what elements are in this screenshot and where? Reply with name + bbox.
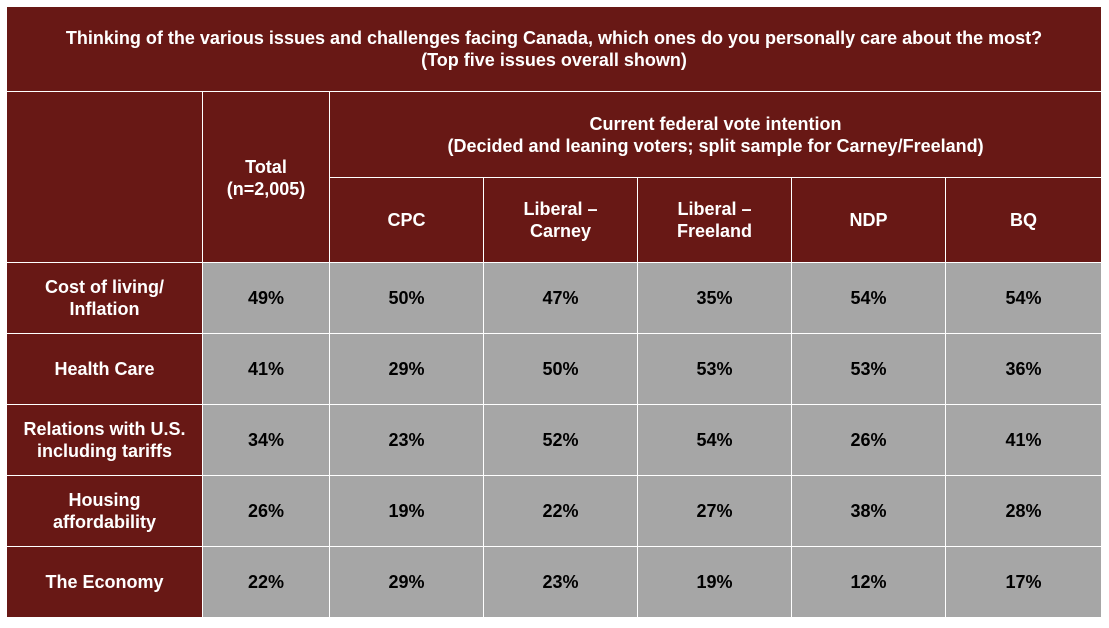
column-header-line-1: NDP — [849, 210, 888, 230]
value-cell: 50% — [329, 262, 484, 334]
value-cell: 17% — [944, 546, 1103, 618]
total-header: Total (n=2,005) — [202, 91, 330, 263]
row-label-line-2: Inflation — [69, 299, 140, 319]
value-cell: 52% — [483, 404, 638, 476]
row-label: Cost of living/Inflation — [6, 262, 203, 334]
column-header-line-1: BQ — [1010, 210, 1038, 230]
total-value-cell: 26% — [202, 475, 330, 547]
total-value-cell: 41% — [202, 333, 330, 405]
total-value-cell: 34% — [202, 404, 330, 476]
value-cell: 19% — [637, 546, 792, 618]
issues-table: Thinking of the various issues and chall… — [5, 6, 1103, 618]
total-header-line-1: Total — [245, 157, 287, 177]
row-label: The Economy — [6, 546, 203, 618]
row-label-line-1: The Economy — [45, 572, 164, 592]
row-label: Relations with U.S. including tariffs — [6, 404, 203, 476]
value-cell: 54% — [944, 262, 1103, 334]
table-row: Health Care 41% 29% 50% 53% 53% 36% — [6, 333, 1103, 405]
corner-cell — [6, 91, 203, 263]
row-label-line-2: affordability — [52, 512, 156, 532]
column-header-row: CPC Liberal – Carney Liberal – Freeland NDP BQ — [7, 177, 1103, 263]
column-header: BQ — [944, 177, 1103, 263]
value-cell: 54% — [791, 262, 946, 334]
column-header: Liberal – Carney — [483, 177, 638, 263]
column-header: Liberal – Freeland — [637, 177, 792, 263]
table-row: Cost of living/Inflation 49% 50% 47% 35% 54% 5… — [6, 262, 1103, 334]
total-header-line-2: (n=2,005) — [226, 179, 306, 199]
column-header-line-1: Liberal – — [677, 199, 752, 219]
table-title: Thinking of the various issues and chall… — [5, 6, 1103, 92]
column-header-line-1: Liberal – — [523, 199, 598, 219]
value-cell: 38% — [791, 475, 946, 547]
row-label-line-2: including tariffs — [37, 441, 172, 461]
issues-table-container: Thinking of the various issues and chall… — [5, 6, 1103, 618]
table-row: The Economy 22% 29% 23% 19% 12% 17% — [6, 546, 1103, 618]
value-cell: 36% — [944, 333, 1103, 405]
row-label: Housing affordability — [6, 475, 203, 547]
column-header: NDP — [791, 177, 946, 263]
title-line-1: Thinking of the various issues and chall… — [65, 28, 1043, 48]
value-cell: 47% — [483, 262, 638, 334]
column-header-line-1: CPC — [387, 210, 426, 230]
value-cell: 29% — [329, 546, 484, 618]
row-label-line-1: Health Care — [54, 359, 155, 379]
value-cell: 29% — [329, 333, 484, 405]
vote-intention-line-1: Current federal vote intention — [589, 113, 842, 134]
value-cell: 23% — [483, 546, 638, 618]
value-cell: 54% — [637, 404, 792, 476]
value-cell: 22% — [483, 475, 638, 547]
vote-intention-line-2: (Decided and leaning voters; split sampl… — [447, 135, 984, 156]
table-body: Cost of living/Inflation 49% 50% 47% 35% 54% 5… — [6, 262, 1103, 618]
value-cell: 12% — [791, 546, 946, 618]
column-header-line-2: Freeland — [676, 221, 753, 241]
row-label-line-1: Cost of living/ — [45, 277, 164, 297]
value-cell: 27% — [637, 475, 792, 547]
value-cell: 41% — [944, 404, 1103, 476]
row-label-line-1: Relations with U.S. — [23, 419, 186, 439]
value-cell: 53% — [637, 333, 792, 405]
value-cell: 28% — [944, 475, 1103, 547]
vote-intention-header: Current federal vote intention (Decided … — [328, 91, 1103, 178]
total-value-cell: 22% — [202, 546, 330, 618]
value-cell: 26% — [791, 404, 946, 476]
table-row: Housing affordability 26% 19% 22% 27% 38% 28% — [6, 475, 1103, 547]
row-label-line-1: Housing — [68, 490, 141, 510]
row-label: Health Care — [6, 333, 203, 405]
table-row: Relations with U.S. including tariffs 34% 2… — [6, 404, 1103, 476]
title-line-2: (Top five issues overall shown) — [421, 50, 687, 70]
value-cell: 19% — [329, 475, 484, 547]
column-header: CPC — [329, 177, 484, 263]
value-cell: 23% — [329, 404, 484, 476]
value-cell: 50% — [483, 333, 638, 405]
value-cell: 35% — [637, 262, 792, 334]
value-cell: 53% — [791, 333, 946, 405]
total-value-cell: 49% — [202, 262, 330, 334]
column-header-line-2: Carney — [529, 221, 592, 241]
